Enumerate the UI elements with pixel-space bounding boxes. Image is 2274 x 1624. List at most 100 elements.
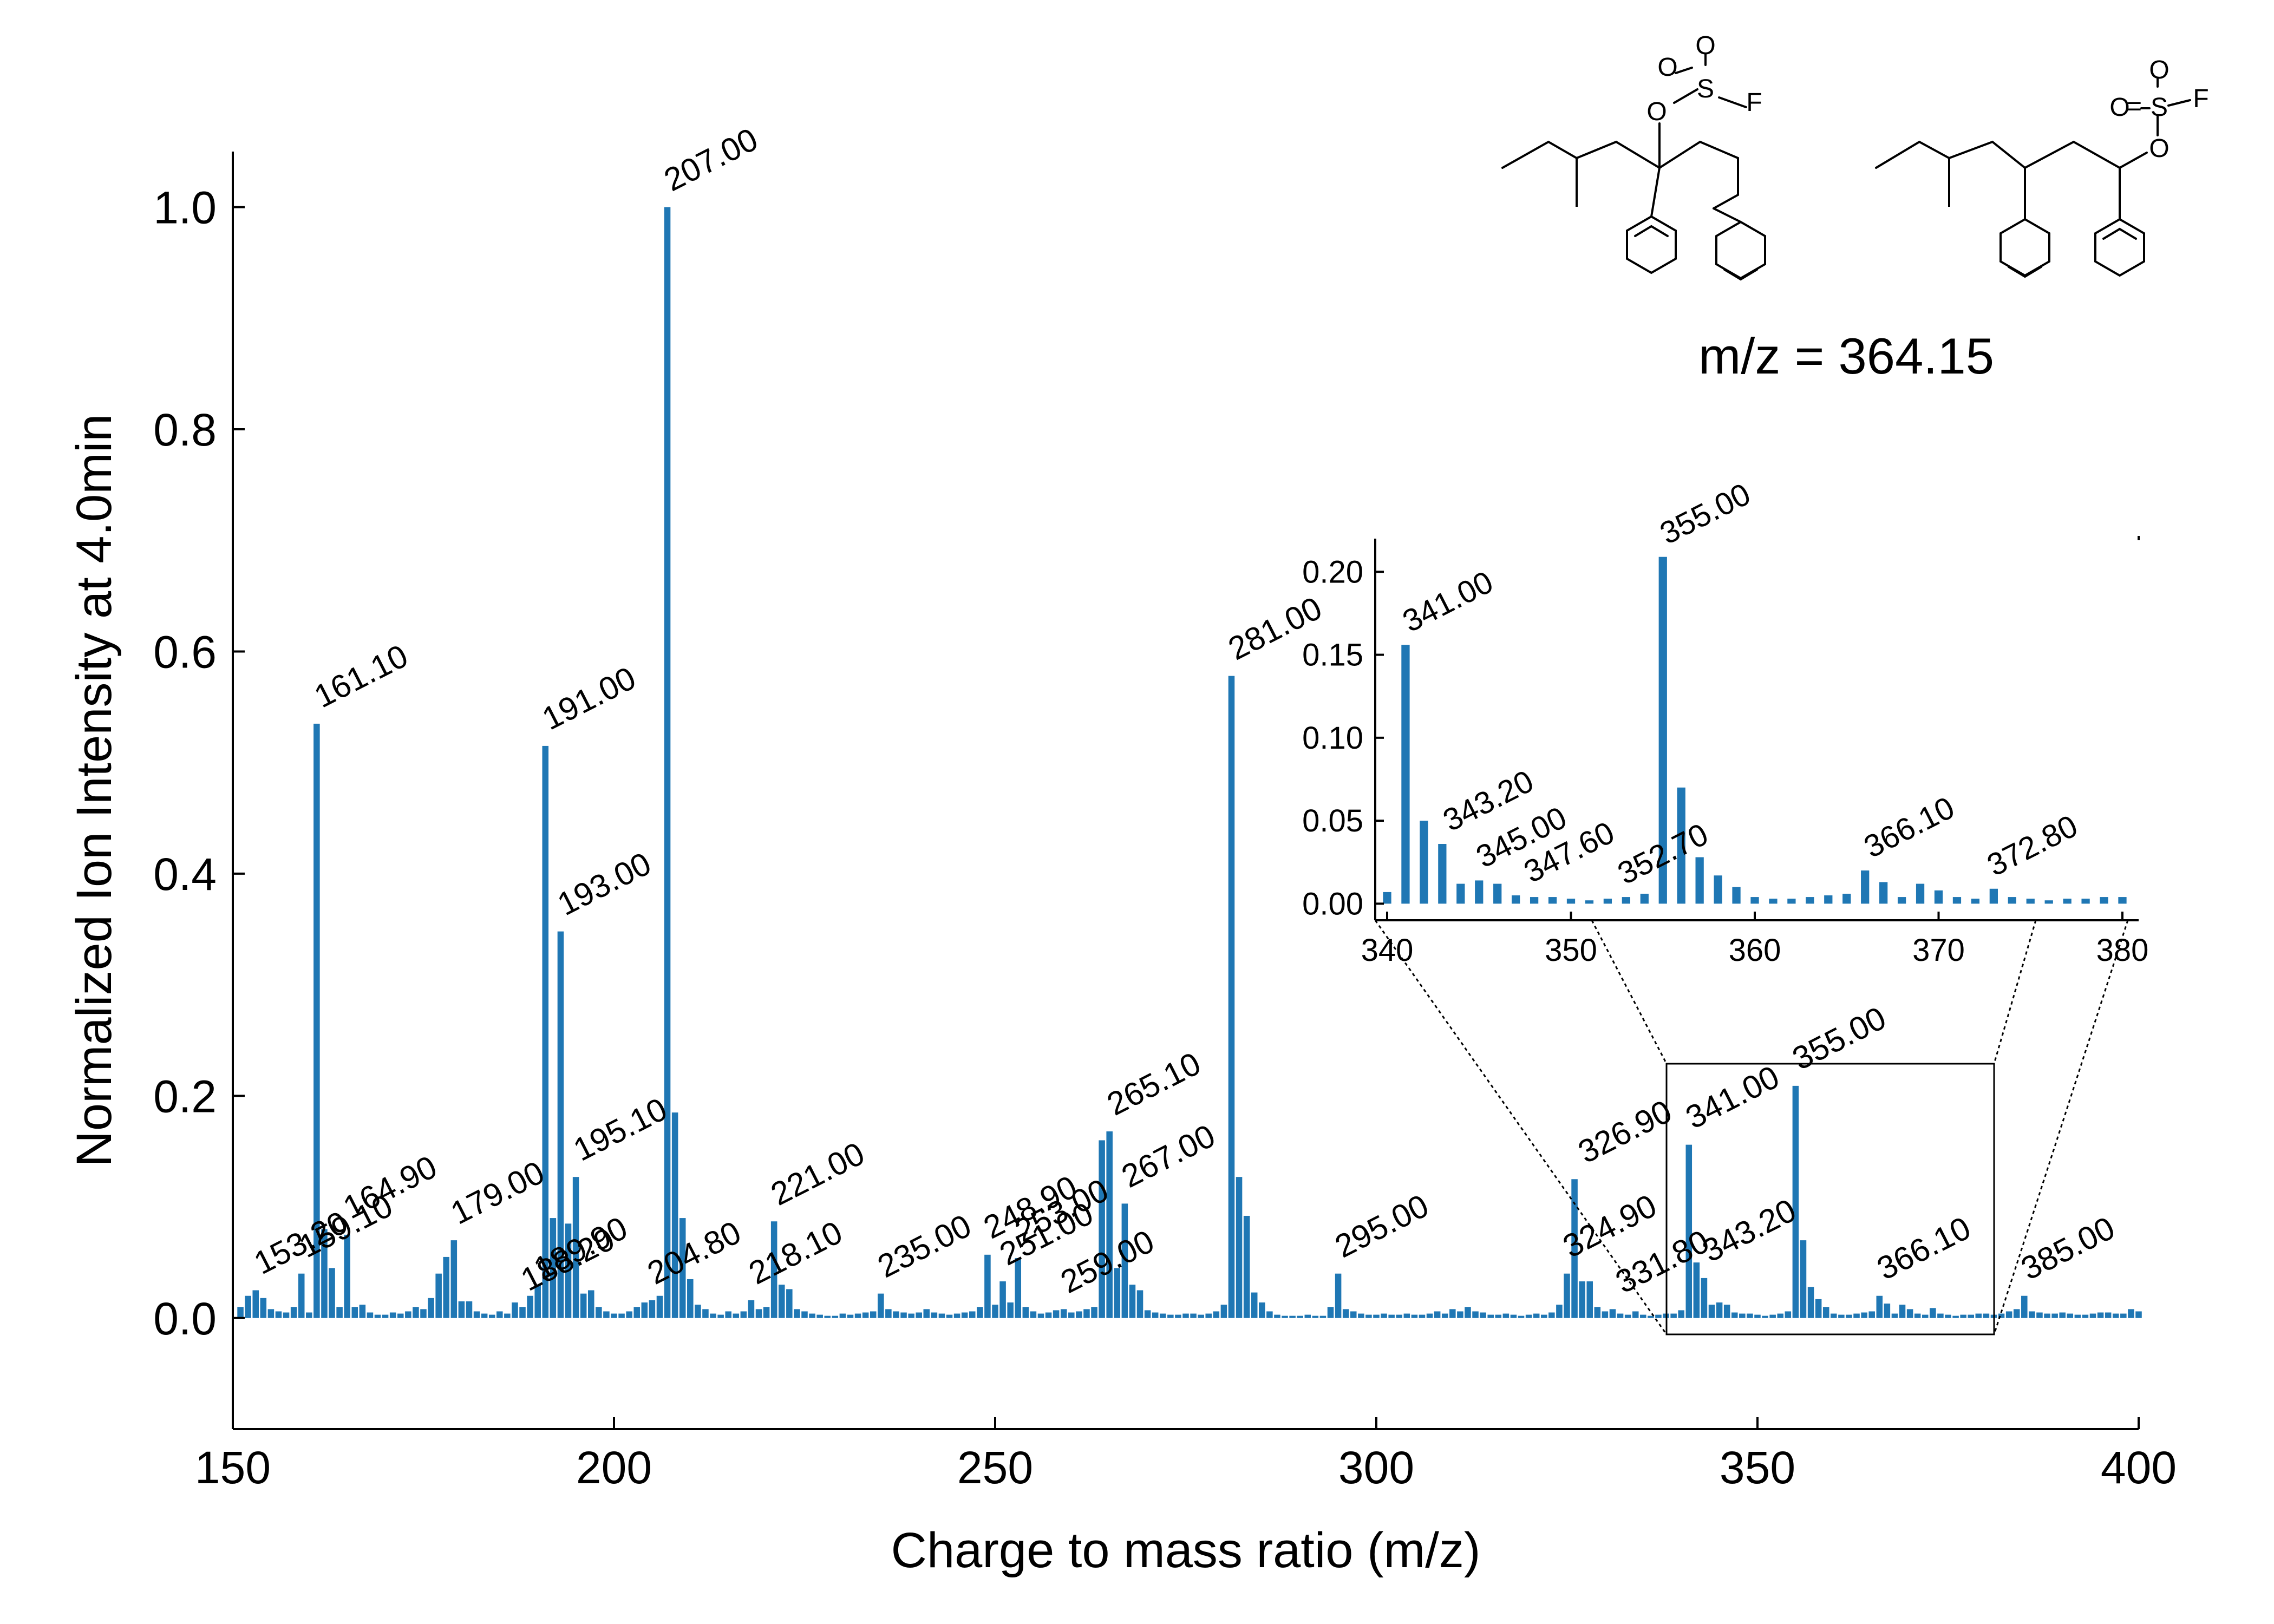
main-bar-116 [1121,1203,1128,1318]
main-bar-3 [260,1298,267,1318]
main-bar-180 [1609,1309,1616,1318]
main-bar-193 [1708,1305,1715,1318]
main-bar-213 [1861,1312,1867,1318]
main-bar-220 [1914,1313,1921,1318]
inset-bar-17 [1695,857,1704,904]
main-bar-237 [2044,1313,2050,1318]
main-bar-155 [1419,1314,1426,1318]
main-bar-163 [1480,1312,1486,1318]
main-bar-236 [2036,1312,2043,1318]
main-bar-48 [603,1311,610,1318]
molecule-1-bond-cph2 [1713,207,1742,223]
main-bar-197 [1739,1313,1746,1318]
molecule-2-fluorine: F [2193,84,2208,113]
main-peak-label-4: 179.00 [445,1154,550,1232]
main-bar-171 [1540,1314,1547,1318]
main-peak-label-10: 207.00 [658,121,763,198]
main-bar-189 [1678,1310,1684,1318]
main-peak-label-20: 267.00 [1116,1117,1221,1195]
main-bar-99 [992,1305,998,1318]
main-bar-34 [496,1311,503,1318]
molecule-structure-2: O S O = O F [1875,56,2209,278]
main-bar-83 [870,1311,877,1318]
main-bar-128 [1213,1311,1220,1318]
main-bar-82 [862,1312,869,1318]
main-bar-152 [1396,1314,1403,1318]
main-bar-154 [1411,1314,1418,1318]
main-bar-29 [458,1301,465,1318]
main-bar-195 [1723,1305,1730,1318]
main-bar-96 [969,1311,976,1318]
inset-bar-24 [1824,895,1833,904]
main-bar-63 [717,1314,724,1318]
inset-bar-21 [1769,899,1778,904]
inset-plot: 341.00343.20345.00347.60352.70355.00366.… [1302,476,2148,968]
inset-y-tick-label-1: 0.05 [1302,803,1363,839]
molecule-1-oxygen-top-1: O [1657,53,1677,82]
main-bar-184 [1640,1314,1646,1318]
main-bar-26 [435,1273,442,1318]
main-bar-151 [1388,1314,1395,1318]
main-peak-label-13: 218.10 [743,1214,848,1292]
main-bar-12 [329,1268,335,1318]
main-bar-209 [1831,1313,1837,1318]
main-bar-200 [1762,1315,1768,1318]
molecule-1-oxygen: O [1646,97,1667,126]
main-bar-67 [748,1300,755,1318]
main-bar-120 [1152,1312,1159,1318]
main-bar-55 [656,1295,663,1318]
main-bar-9 [306,1312,312,1318]
main-bar-41 [550,1218,557,1318]
main-bar-73 [794,1309,800,1318]
main-bar-137 [1282,1315,1288,1318]
main-bar-218 [1899,1305,1906,1318]
main-bar-27 [443,1256,450,1318]
main-bar-81 [854,1313,861,1318]
main-bar-60 [695,1305,701,1318]
molecule-2-oxygen-top: O [2149,56,2169,84]
main-bar-177 [1586,1281,1593,1318]
main-bar-132 [1243,1215,1250,1318]
main-bar-101 [1007,1302,1014,1318]
y-axis-ticks: 0.0 0.2 0.4 0.6 0.8 1.0 [153,182,245,1344]
inset-bar-8 [1530,897,1539,904]
main-bar-24 [420,1309,427,1318]
main-bar-176 [1579,1281,1585,1318]
molecule-1-phenyl-2-inner [1723,269,1758,281]
main-bar-38 [527,1295,533,1318]
main-peak-label-11: 204.80 [642,1214,747,1292]
inset-bar-36 [2044,900,2053,904]
main-bar-70 [770,1221,777,1318]
main-bar-18 [374,1314,381,1318]
y-tick-label-2: 0.4 [153,849,217,900]
main-bar-167 [1510,1314,1517,1318]
inset-y-tick-label-2: 0.10 [1302,721,1363,756]
inset-bar-27 [1879,882,1888,904]
main-peak-label-19: 265.10 [1101,1045,1206,1123]
main-bar-76 [816,1314,823,1318]
y-tick-label-0: 0.0 [153,1293,217,1344]
main-bar-61 [702,1309,709,1318]
main-bar-182 [1624,1314,1631,1318]
main-bar-194 [1716,1302,1723,1318]
main-peak-label-0: 161.10 [309,637,414,715]
y-tick-label-3: 0.6 [153,626,217,677]
main-bar-242 [2082,1314,2089,1318]
main-bar-53 [641,1302,648,1318]
main-bar-188 [1670,1313,1677,1318]
inset-bar-34 [2008,897,2016,904]
main-bar-85 [885,1309,892,1318]
main-bar-50 [618,1313,625,1318]
molecule-2-phenyl-2 [2094,218,2145,277]
molecule-2-phenyl-2-inner [2102,227,2137,240]
molecule-2-sulfur: S [2151,93,2168,122]
inset-x-axis-ticks: 340 350 360 370 380 [1361,912,2148,968]
inset-bar-16 [1677,787,1685,904]
x-tick-label-3: 300 [1338,1442,1414,1493]
main-peak-label-29: 366.10 [1871,1209,1976,1287]
y-tick-label-4: 0.8 [153,404,217,455]
main-bar-174 [1564,1273,1570,1318]
main-bar-215 [1876,1295,1883,1318]
main-bar-140 [1304,1314,1311,1318]
